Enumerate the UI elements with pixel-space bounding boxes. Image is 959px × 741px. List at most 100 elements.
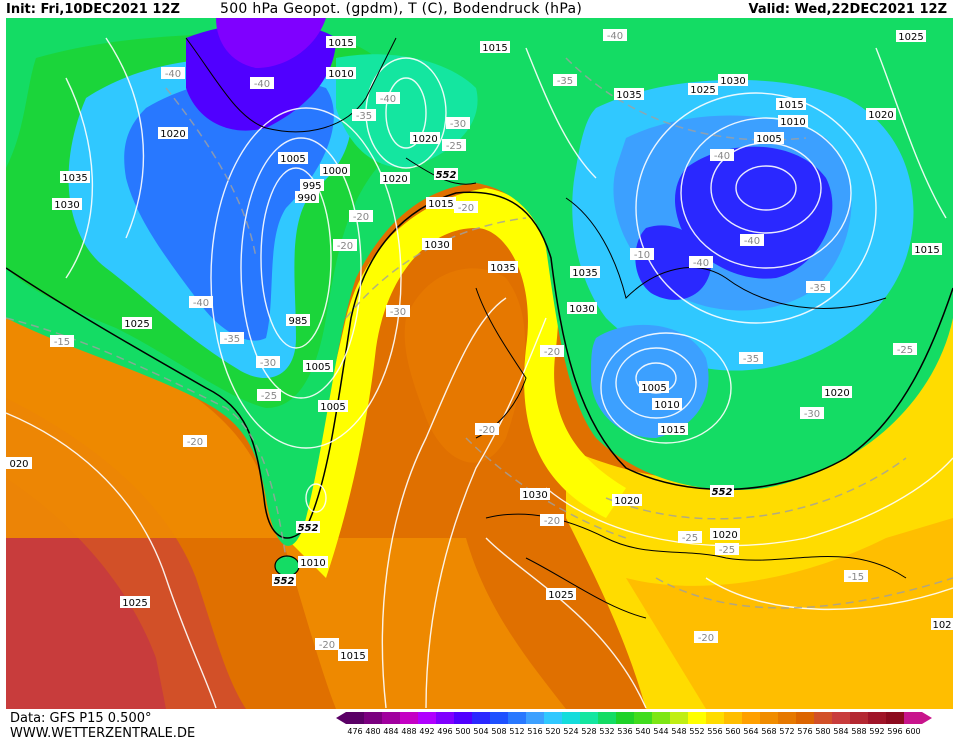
temp-label: -40 — [689, 256, 713, 269]
website-link[interactable]: WWW.WETTERZENTRALE.DE — [10, 726, 196, 741]
legend-swatch — [580, 712, 598, 724]
svg-text:1030: 1030 — [424, 240, 449, 251]
svg-text:1020: 1020 — [824, 388, 849, 399]
isobar-label: 1030 — [718, 74, 748, 87]
small-552-cell — [274, 555, 300, 577]
svg-text:-35: -35 — [356, 111, 372, 122]
east-blue — [674, 146, 833, 279]
init-time: Init: Fri,10DEC2021 12Z — [6, 1, 180, 17]
legend-swatch — [526, 712, 544, 724]
line-552 — [6, 191, 953, 539]
svg-text:-15: -15 — [848, 572, 864, 583]
svg-text:1015: 1015 — [428, 199, 453, 210]
temp-label: -10 — [630, 248, 654, 261]
temp-label: -20 — [475, 423, 499, 436]
isobar-label: 1015 — [326, 36, 356, 49]
legend-value: 512 — [509, 727, 525, 736]
isobar-label: 1035 — [488, 261, 518, 274]
svg-text:1025: 1025 — [122, 598, 147, 609]
svg-text:-35: -35 — [557, 76, 573, 87]
temp-label: -15 — [844, 570, 868, 583]
temp-label: -20 — [315, 638, 339, 651]
svg-text:1020: 1020 — [160, 129, 185, 140]
svg-text:-40: -40 — [714, 151, 730, 162]
legend-value: 520 — [545, 727, 561, 736]
legend-swatch — [454, 712, 472, 724]
legend-value: 556 — [707, 727, 723, 736]
legend-swatch — [904, 712, 922, 724]
temp-label: -20 — [540, 345, 564, 358]
svg-text:102: 102 — [932, 620, 951, 631]
temp-label: -30 — [446, 117, 470, 130]
legend-swatch — [670, 712, 688, 724]
svg-text:1020: 1020 — [614, 496, 639, 507]
map-title: 500 hPa Geopot. (gpdm), T (C), Bodendruc… — [220, 1, 583, 17]
legend-swatch — [544, 712, 562, 724]
legend-swatch — [688, 712, 706, 724]
svg-text:-25: -25 — [682, 533, 698, 544]
isobar-label: 1015 — [426, 197, 456, 210]
temp-label: -40 — [161, 67, 185, 80]
svg-text:552: 552 — [298, 523, 319, 534]
svg-text:1015: 1015 — [482, 43, 507, 54]
svg-text:1010: 1010 — [328, 69, 353, 80]
legend-swatch — [652, 712, 670, 724]
temp-label: -25 — [442, 139, 466, 152]
isobar-label: 102 — [931, 618, 953, 631]
isobar-label: 1035 — [570, 266, 600, 279]
legend-value: 580 — [815, 727, 831, 736]
legend-value: 532 — [599, 727, 615, 736]
svg-text:1010: 1010 — [300, 558, 325, 569]
temp-label: -35 — [739, 352, 763, 365]
isobar-label: 1025 — [122, 317, 152, 330]
legend-value: 544 — [653, 727, 669, 736]
isobar-label: 1000 — [320, 164, 350, 177]
legend-value: 488 — [401, 727, 417, 736]
isobar-label: 985 — [286, 314, 310, 327]
isobar-label: 1020 — [710, 528, 740, 541]
svg-text:552: 552 — [436, 170, 457, 181]
color-legend: 476 480 484 488 492 496 500 504 508 512 516 520 524 5… — [336, 710, 956, 738]
legend-swatch — [436, 712, 454, 724]
svg-text:995: 995 — [302, 181, 321, 192]
legend-swatch — [742, 712, 760, 724]
svg-text:-40: -40 — [744, 236, 760, 247]
legend-swatch — [418, 712, 436, 724]
temp-label: -40 — [603, 29, 627, 42]
svg-text:552: 552 — [274, 576, 295, 587]
isobar-label: 1025 — [120, 596, 150, 609]
legend-value: 596 — [887, 727, 903, 736]
svg-text:-25: -25 — [446, 141, 462, 152]
isobar-label: 1035 — [614, 88, 644, 101]
height-labels: 552 552 552 552 — [272, 168, 734, 587]
isobar-label: 1030 — [520, 488, 550, 501]
svg-text:1015: 1015 — [328, 38, 353, 49]
legend-swatch — [382, 712, 400, 724]
svg-text:1015: 1015 — [778, 100, 803, 111]
svg-text:1030: 1030 — [720, 76, 745, 87]
isobar-label: 995 — [300, 179, 324, 192]
isobar-label: 1005 — [318, 400, 348, 413]
svg-text:-35: -35 — [224, 334, 240, 345]
isobars — [6, 37, 953, 709]
svg-text:1020: 1020 — [412, 134, 437, 145]
temp-label: -20 — [333, 239, 357, 252]
legend-swatch — [490, 712, 508, 724]
temp-label: -35 — [806, 281, 830, 294]
legend-value: 564 — [743, 727, 759, 736]
temp-label: -20 — [349, 210, 373, 223]
svg-text:-20: -20 — [319, 640, 335, 651]
svg-text:-40: -40 — [380, 94, 396, 105]
svg-text:-35: -35 — [810, 283, 826, 294]
legend-swatch — [364, 712, 382, 724]
legend-value: 524 — [563, 727, 579, 736]
svg-text:1035: 1035 — [616, 90, 641, 101]
legend-value: 508 — [491, 727, 507, 736]
isobar-label: 1005 — [303, 360, 333, 373]
svg-text:-30: -30 — [260, 358, 276, 369]
svg-text:-20: -20 — [544, 516, 560, 527]
temp-label: -25 — [257, 389, 281, 402]
svg-text:1010: 1010 — [780, 117, 805, 128]
isobar-label: 1020 — [380, 172, 410, 185]
legend-swatch — [724, 712, 742, 724]
